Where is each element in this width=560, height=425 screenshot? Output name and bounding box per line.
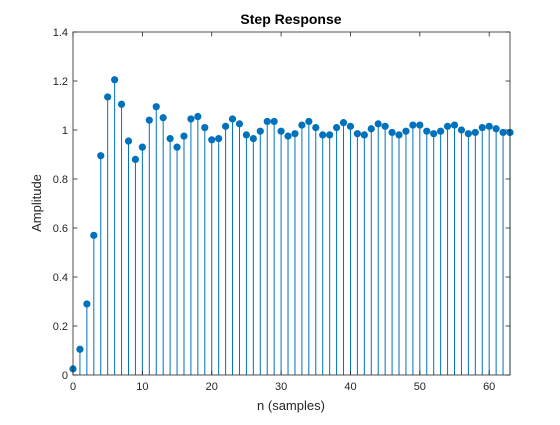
stem-marker (395, 131, 403, 139)
stem-marker (450, 121, 459, 129)
axes-box (72, 31, 511, 376)
plot-area (73, 32, 510, 375)
stem-marker (90, 231, 98, 239)
stem-marker (430, 130, 438, 138)
stem-marker (83, 300, 91, 308)
stem-marker (76, 345, 84, 353)
stem-marker (208, 136, 216, 144)
stem-marker (381, 122, 389, 130)
stem-marker (374, 120, 382, 128)
stem-marker (104, 93, 112, 101)
stem-marker (485, 122, 493, 130)
stem-marker (360, 131, 368, 139)
stem-marker (409, 121, 417, 129)
stem-marker (457, 126, 466, 134)
stem-marker (402, 127, 410, 135)
stem-marker (499, 128, 507, 137)
y-tick-label: 0.2 (53, 321, 68, 333)
stem-marker (464, 130, 472, 138)
stem-marker (284, 132, 292, 140)
stem-marker (117, 100, 126, 108)
stem-marker (339, 119, 348, 127)
stem-marker (478, 123, 486, 132)
stem-marker (235, 120, 244, 128)
stem-marker (277, 127, 285, 135)
stem-marker (367, 125, 375, 133)
stem-marker (228, 115, 237, 123)
stem-marker (138, 143, 146, 151)
stem-marker (326, 131, 334, 139)
stem-marker (270, 117, 278, 126)
stem-series (69, 76, 514, 375)
stem-marker (222, 122, 230, 130)
y-tick-label: 0.6 (53, 223, 68, 235)
y-axis-label: Amplitude (29, 174, 44, 232)
stem-marker (159, 114, 167, 122)
stem-marker (201, 123, 209, 132)
stem-marker (416, 121, 424, 129)
stem-marker (131, 155, 140, 163)
x-tick-label: 40 (344, 381, 356, 393)
stem-marker (346, 122, 355, 130)
stem-marker (353, 130, 361, 138)
stem-marker (145, 116, 153, 124)
stem-marker (263, 117, 271, 126)
chart-title: Step Response (240, 11, 341, 27)
stem-marker (437, 127, 445, 135)
x-tick-label: 10 (136, 381, 148, 393)
stem-marker (173, 143, 181, 151)
x-tick-label: 60 (483, 381, 495, 393)
x-tick-label: 50 (414, 381, 426, 393)
stem-marker (471, 128, 479, 137)
stem-marker (492, 125, 500, 133)
axis-ticks: 0 10 20 30 40 50 60 0 0.2 0.4 0.6 0.8 1 1.2 1.4 (53, 27, 510, 393)
stem-marker (423, 127, 431, 135)
x-axis-label: n (samples) (257, 398, 325, 413)
x-tick-label: 30 (275, 381, 287, 393)
y-tick-label: 1.4 (53, 27, 68, 39)
y-tick-label: 1.2 (53, 76, 68, 88)
stem-marker (215, 134, 223, 143)
stem-marker (97, 152, 105, 160)
x-tick-label: 0 (70, 381, 76, 393)
stem-marker (312, 123, 320, 132)
stem-marker (111, 76, 119, 84)
stem-marker (124, 137, 133, 145)
stem-marker (291, 130, 299, 138)
y-tick-label: 0 (62, 370, 68, 382)
stem-marker (298, 121, 306, 129)
y-tick-label: 0.8 (53, 174, 68, 186)
stem-marker (249, 134, 257, 143)
stem-marker (194, 112, 202, 121)
stem-marker (256, 127, 264, 135)
stem-marker (305, 117, 313, 126)
stem-marker (388, 128, 396, 137)
stem-marker (187, 115, 195, 123)
stem-marker (443, 122, 452, 130)
stem-marker (332, 123, 341, 132)
x-tick-label: 20 (206, 381, 218, 393)
stem-marker (166, 134, 174, 143)
stem-marker (319, 131, 327, 139)
y-tick-label: 1 (62, 125, 68, 137)
y-tick-label: 0.4 (53, 272, 68, 284)
stem-marker (180, 132, 188, 140)
stem-marker (152, 103, 160, 111)
stem-marker (242, 131, 251, 139)
